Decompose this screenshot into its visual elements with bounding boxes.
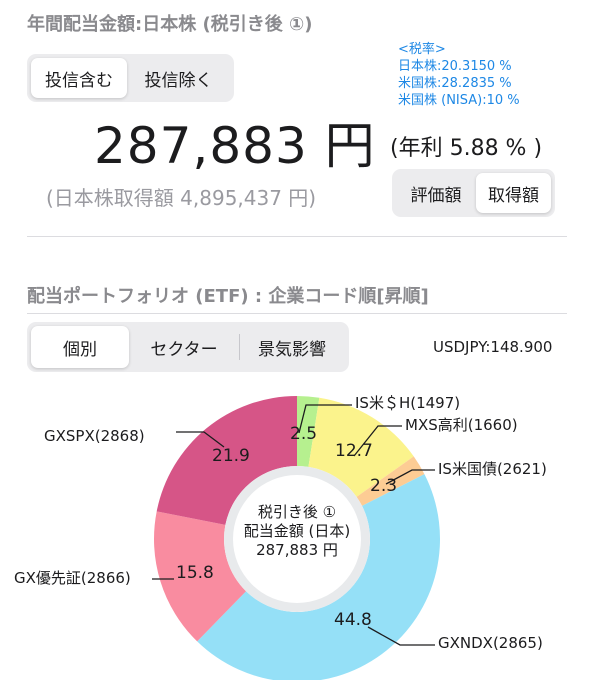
leader-line-2 — [385, 469, 435, 485]
leader-line-5 — [176, 431, 225, 448]
slice-value-2865: 44.8 — [334, 610, 372, 630]
leader-line-3 — [367, 626, 435, 646]
center-label-line1: 税引き後 ① — [257, 503, 337, 521]
basis-toggle: 評価額 取得額 — [392, 169, 555, 217]
slice-label-1497: IS米＄H(1497) — [355, 394, 461, 412]
slice-label-2866: GX優先証(2866) — [14, 569, 131, 587]
slice-label-2865: GXNDX(2865) — [438, 634, 543, 652]
center-label-line2: 配当金額 (日本) — [243, 522, 351, 540]
slice-label-2621: IS米国債(2621) — [438, 460, 547, 478]
exclude-funds-button[interactable]: 投信除く — [144, 70, 213, 91]
slice-value-1660: 12.7 — [335, 441, 373, 461]
center-label-line3: 287,883 円 — [256, 541, 338, 559]
annual-yield: (年利 5.88 % ) — [390, 136, 543, 161]
slice-label-1660: MXS高利(1660) — [405, 416, 518, 434]
slice-value-1497: 2.5 — [290, 424, 318, 444]
fx-rate: USDJPY:148.900 — [433, 338, 553, 356]
cost-basis-amount: (日本株取得額 4,895,437 円) — [46, 186, 317, 210]
donut-center — [233, 475, 361, 603]
tab-sentiment[interactable]: 景気影響 — [258, 339, 326, 360]
portfolio-section-title: 配当ポートフォリオ (ETF) : 企業コード順[昇順] — [27, 286, 429, 307]
tab-divider — [239, 334, 240, 360]
annual-dividend-amount: 287,883 円 — [94, 117, 376, 175]
tab-individual[interactable]: 個別 — [31, 326, 129, 368]
tax-rate-jp: 日本株:20.3150 % — [398, 59, 512, 74]
donut-slice-0[interactable] — [297, 396, 320, 467]
tax-rate-header: <税率> — [398, 42, 446, 57]
section-divider — [27, 236, 567, 237]
slice-value-2866: 15.8 — [176, 563, 214, 583]
donut-slice-4[interactable] — [154, 511, 247, 642]
fund-toggle: 投信含む 投信除く — [27, 54, 234, 102]
tab-sector[interactable]: セクター — [150, 339, 218, 360]
tax-rate-us: 米国株:28.2835 % — [398, 76, 512, 91]
portfolio-title-underline — [27, 313, 567, 314]
dividend-section-title: 年間配当金額:日本株 (税引き後 ①) — [27, 14, 313, 35]
include-funds-button[interactable]: 投信含む — [31, 58, 127, 98]
tax-rate-nisa: 米国株 (NISA):10 % — [398, 93, 520, 108]
slice-value-2621: 2.3 — [370, 476, 398, 496]
donut-slice-5[interactable] — [156, 396, 297, 525]
portfolio-view-tabs: 個別 セクター 景気影響 — [27, 322, 349, 372]
leader-line-1 — [353, 425, 402, 457]
cost-basis-button[interactable]: 取得額 — [476, 173, 551, 213]
donut-slice-3[interactable] — [197, 474, 440, 680]
donut-center-label: 税引き後 ① 配当金額 (日本) 287,883 円 — [217, 503, 377, 560]
valuation-basis-button[interactable]: 評価額 — [410, 185, 462, 206]
leader-line-0 — [298, 404, 352, 434]
slice-label-2868: GXSPX(2868) — [44, 427, 145, 445]
slice-value-2868: 21.9 — [212, 446, 250, 466]
